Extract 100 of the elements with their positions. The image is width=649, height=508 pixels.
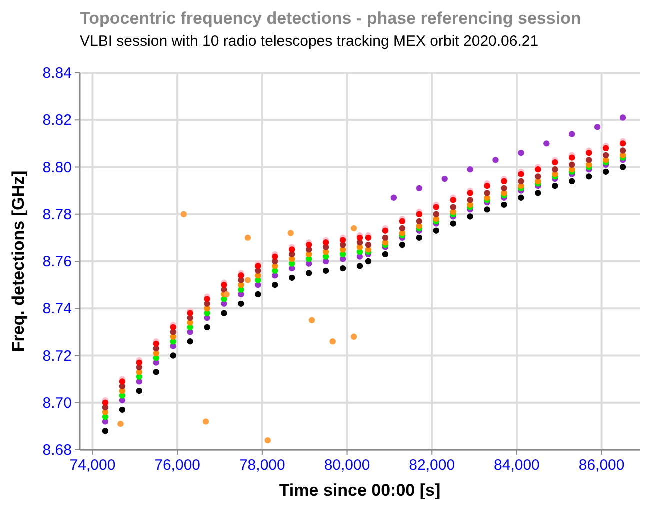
point <box>399 225 406 232</box>
x-tick-label: 80,000 <box>324 457 370 474</box>
point <box>569 162 576 168</box>
point <box>350 225 358 232</box>
point <box>518 171 524 178</box>
point <box>602 152 610 159</box>
point <box>102 428 109 434</box>
point <box>340 265 346 272</box>
x-axis-title: Time since 00:00 [s] <box>279 481 441 500</box>
point <box>272 282 278 288</box>
point <box>322 268 330 274</box>
y-tick-label: 8.68 <box>42 442 72 459</box>
point <box>102 400 109 406</box>
point <box>450 197 456 204</box>
point <box>602 168 610 176</box>
point <box>399 242 406 248</box>
point <box>518 150 524 156</box>
point <box>136 388 142 394</box>
point <box>416 234 422 242</box>
point <box>180 211 188 218</box>
x-tick-label: 82,000 <box>409 457 456 474</box>
y-tick-label: 8.72 <box>42 348 72 365</box>
point <box>382 251 389 258</box>
x-tick-label: 74,000 <box>70 457 116 474</box>
point <box>255 263 262 270</box>
point <box>467 190 474 196</box>
point <box>535 166 542 173</box>
point <box>244 234 252 242</box>
point <box>586 157 592 164</box>
point <box>433 204 440 210</box>
point <box>467 197 474 204</box>
point <box>544 140 550 147</box>
point <box>330 338 336 345</box>
point <box>322 240 330 246</box>
point <box>535 174 542 180</box>
point <box>594 124 601 130</box>
point <box>442 176 448 182</box>
point <box>308 317 316 324</box>
point <box>238 272 244 279</box>
point <box>569 154 576 161</box>
point <box>365 258 372 265</box>
point <box>518 178 524 184</box>
x-tick-label: 84,000 <box>494 457 540 474</box>
point <box>433 211 440 218</box>
point <box>501 185 508 192</box>
point <box>620 140 626 147</box>
point <box>602 145 610 152</box>
point <box>136 360 142 366</box>
point <box>569 178 576 184</box>
point <box>450 220 456 227</box>
point <box>552 159 558 166</box>
point <box>382 234 389 242</box>
point <box>416 185 422 192</box>
point <box>492 157 499 164</box>
point <box>620 114 626 121</box>
point <box>501 202 508 208</box>
point <box>272 254 278 260</box>
point <box>187 338 194 345</box>
x-tick-label: 76,000 <box>154 457 201 474</box>
y-tick-label: 8.84 <box>42 65 72 82</box>
point <box>416 211 422 218</box>
point <box>306 270 312 276</box>
point <box>356 263 364 270</box>
point <box>306 242 312 248</box>
point <box>224 291 230 298</box>
point <box>501 178 508 184</box>
point <box>356 234 364 242</box>
y-tick-label: 8.78 <box>42 206 72 224</box>
point <box>620 164 626 170</box>
point <box>221 310 228 316</box>
point <box>586 174 592 180</box>
chart-title: Topocentric frequency detections - phase referencing session <box>80 9 582 28</box>
point <box>289 274 296 282</box>
point <box>569 131 576 138</box>
point <box>153 369 160 376</box>
point <box>416 218 422 225</box>
point <box>221 282 228 288</box>
point <box>484 206 490 213</box>
point <box>390 194 398 201</box>
point <box>382 228 389 234</box>
point <box>365 234 372 242</box>
point <box>340 237 346 244</box>
y-tick-label: 8.76 <box>42 254 72 270</box>
point <box>264 437 272 444</box>
point <box>484 190 490 196</box>
point <box>535 190 542 196</box>
point <box>202 418 210 425</box>
chart-subtitle: VLBI session with 10 radio telescopes tracking MEX orbit 2020.06.21 <box>80 33 539 50</box>
point <box>118 420 124 428</box>
point <box>399 218 406 225</box>
point <box>552 166 558 173</box>
point <box>586 150 592 156</box>
y-tick-label: 8.80 <box>42 159 72 176</box>
point <box>433 228 440 234</box>
point <box>238 300 244 308</box>
point <box>255 291 262 298</box>
y-axis-title: Freq. detections [GHz] <box>9 170 28 352</box>
point <box>467 166 474 173</box>
point <box>620 148 626 154</box>
y-tick-label: 8.74 <box>42 300 72 318</box>
